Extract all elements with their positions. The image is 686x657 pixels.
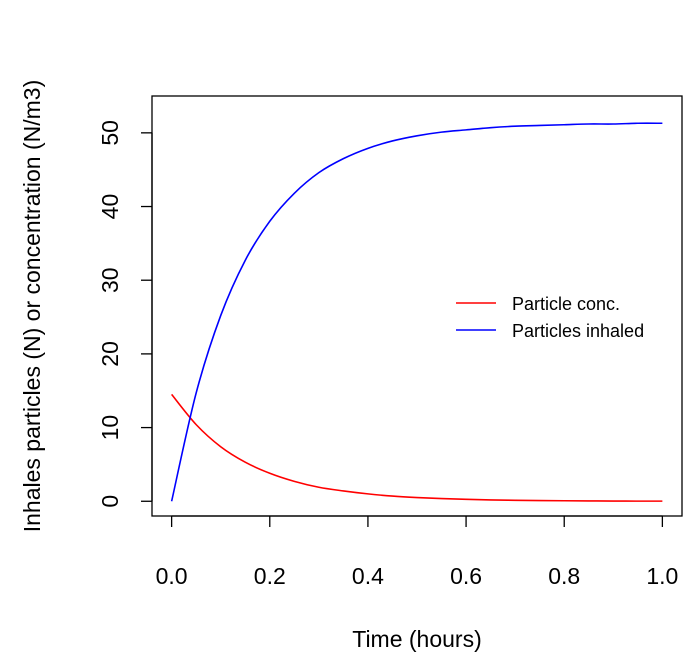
x-tick-label: 0.6 [450,563,482,589]
x-tick-label: 0.8 [548,563,580,589]
x-axis-label: Time (hours) [352,626,482,652]
x-tick-label: 0.4 [352,563,384,589]
x-tick-label: 0.2 [254,563,286,589]
legend-label-particles-inhaled: Particles inhaled [512,321,644,341]
y-tick-label: 0 [97,495,123,508]
x-tick-label: 1.0 [646,563,678,589]
y-axis: 0 10 20 30 40 50 [97,120,153,508]
x-tick-label: 0.0 [156,563,188,589]
y-tick-label: 30 [97,267,123,293]
y-axis-label: Inhales particles (N) or concentration (… [19,80,45,533]
y-tick-label: 40 [97,194,123,220]
y-tick-label: 10 [97,415,123,441]
x-axis: 0.0 0.2 0.4 0.6 0.8 1.0 [156,515,678,589]
legend: Particle conc. Particles inhaled [456,294,644,341]
series-layer [170,122,663,502]
legend-label-particle-conc: Particle conc. [512,294,620,314]
y-tick-label: 20 [97,341,123,367]
series-line-particle-conc [171,393,663,502]
y-tick-label: 50 [97,120,123,146]
series-line-particles-inhaled [170,122,663,502]
